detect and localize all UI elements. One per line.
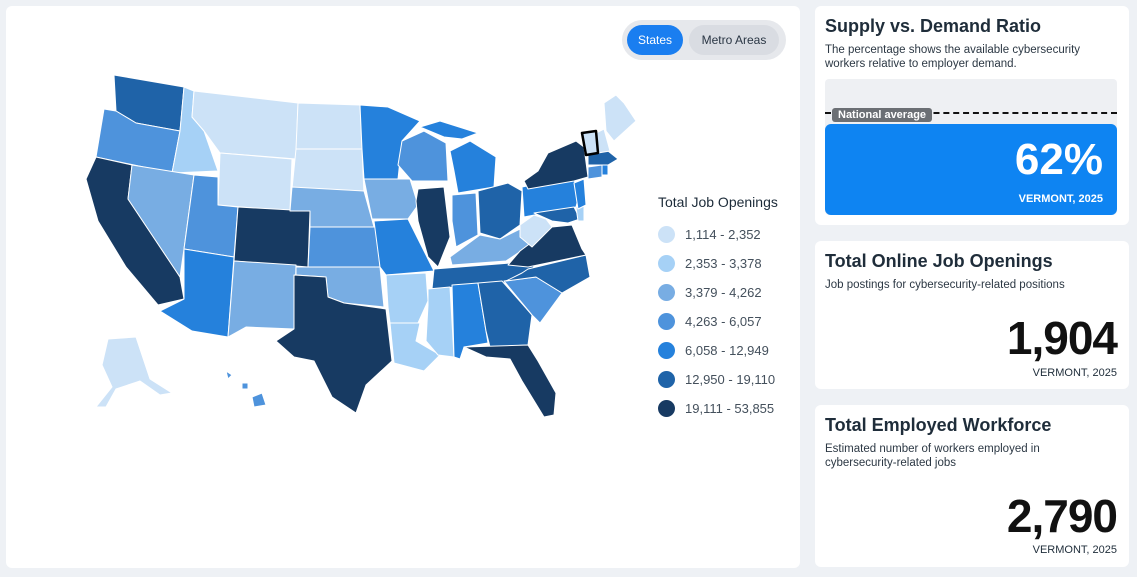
legend-swatch xyxy=(658,342,675,359)
state-vermont[interactable] xyxy=(580,129,600,157)
state-colorado[interactable] xyxy=(233,206,311,268)
state-wisconsin[interactable] xyxy=(397,130,449,182)
legend-item: 2,353 - 3,378 xyxy=(658,249,788,278)
legend-swatch xyxy=(658,226,675,243)
state-arkansas[interactable] xyxy=(385,272,429,324)
supply-demand-card: Supply vs. Demand Ratio The percentage s… xyxy=(815,6,1129,225)
legend-item: 1,114 - 2,352 xyxy=(658,220,788,249)
legend-label: 19,111 - 53,855 xyxy=(685,401,775,416)
map-legend: Total Job Openings 1,114 - 2,352 2,353 - … xyxy=(658,194,788,423)
legend-swatch xyxy=(658,284,675,301)
legend-item: 3,379 - 4,262 xyxy=(658,278,788,307)
job-openings-title: Total Online Job Openings xyxy=(825,251,1053,271)
state-mississippi[interactable] xyxy=(425,286,455,358)
legend-label: 4,263 - 6,057 xyxy=(685,314,762,329)
ratio-gauge-fill xyxy=(825,124,1117,215)
view-toggle: States Metro Areas xyxy=(622,20,786,60)
us-choropleth-map xyxy=(85,74,636,418)
legend-item: 4,263 - 6,057 xyxy=(658,307,788,336)
legend-swatch xyxy=(658,400,675,417)
national-average-label: National average xyxy=(832,108,933,122)
job-openings-card: Total Online Job Openings Job postings f… xyxy=(815,241,1129,389)
workforce-card: Total Employed Workforce Estimated numbe… xyxy=(815,405,1129,567)
legend-item: 19,111 - 53,855 xyxy=(658,394,788,423)
workforce-title: Total Employed Workforce xyxy=(825,415,1052,435)
state-hawaii[interactable] xyxy=(225,370,267,408)
state-rhode-island[interactable] xyxy=(601,164,609,176)
state-alaska[interactable] xyxy=(95,336,173,408)
job-openings-value: 1,904 xyxy=(1006,312,1118,364)
legend-item: 6,058 - 12,949 xyxy=(658,336,788,365)
state-michigan-up[interactable] xyxy=(419,120,479,140)
workforce-value: 2,790 xyxy=(1006,490,1118,542)
ratio-location: VERMONT, 2025 xyxy=(1018,193,1103,205)
job-openings-subtitle: Job postings for cybersecurity-related p… xyxy=(825,279,1065,291)
legend-label: 2,353 - 3,378 xyxy=(685,256,762,271)
supply-demand-title: Supply vs. Demand Ratio xyxy=(825,16,1042,36)
job-openings-location: VERMONT, 2025 xyxy=(1032,367,1117,379)
ratio-gauge: National average 62% VERMONT, 2025 xyxy=(825,79,1117,215)
state-iowa[interactable] xyxy=(363,178,419,220)
state-connecticut[interactable] xyxy=(587,164,603,180)
state-michigan[interactable] xyxy=(449,140,497,194)
state-north-carolina[interactable] xyxy=(505,254,591,294)
state-florida[interactable] xyxy=(463,344,557,418)
metro-areas-toggle-button[interactable]: Metro Areas xyxy=(689,25,779,55)
legend-swatch xyxy=(658,371,675,388)
state-wyoming[interactable] xyxy=(217,152,293,212)
legend-label: 1,114 - 2,352 xyxy=(685,227,761,242)
map-panel: States Metro Areas xyxy=(6,6,800,568)
national-average-line xyxy=(825,112,1117,114)
legend-label: 6,058 - 12,949 xyxy=(685,343,769,358)
state-nevada[interactable] xyxy=(127,164,195,278)
state-texas[interactable] xyxy=(275,274,393,414)
state-north-dakota[interactable] xyxy=(295,102,363,150)
state-virginia[interactable] xyxy=(507,224,587,268)
supply-demand-subtitle: The percentage shows the available cyber… xyxy=(825,44,1081,70)
legend-swatch xyxy=(658,313,675,330)
workforce-location: VERMONT, 2025 xyxy=(1032,544,1117,556)
legend-item: 12,950 - 19,110 xyxy=(658,365,788,394)
state-kansas[interactable] xyxy=(307,226,381,268)
state-new-mexico[interactable] xyxy=(227,260,297,338)
states-toggle-button[interactable]: States xyxy=(627,25,683,55)
legend-title: Total Job Openings xyxy=(658,194,778,210)
state-ohio[interactable] xyxy=(477,182,523,240)
legend-label: 3,379 - 4,262 xyxy=(685,285,762,300)
ratio-value: 62% xyxy=(1014,135,1103,184)
state-illinois[interactable] xyxy=(415,186,451,268)
state-new-jersey[interactable] xyxy=(573,178,587,210)
legend-swatch xyxy=(658,255,675,272)
state-indiana[interactable] xyxy=(451,192,479,248)
state-maine[interactable] xyxy=(603,94,636,142)
workforce-subtitle: Estimated number of workers employed in … xyxy=(825,443,1040,469)
legend-label: 12,950 - 19,110 xyxy=(685,372,776,387)
state-maryland[interactable] xyxy=(533,206,581,224)
legend-rows: 1,114 - 2,352 2,353 - 3,378 3,379 - 4,262 4… xyxy=(658,220,788,423)
